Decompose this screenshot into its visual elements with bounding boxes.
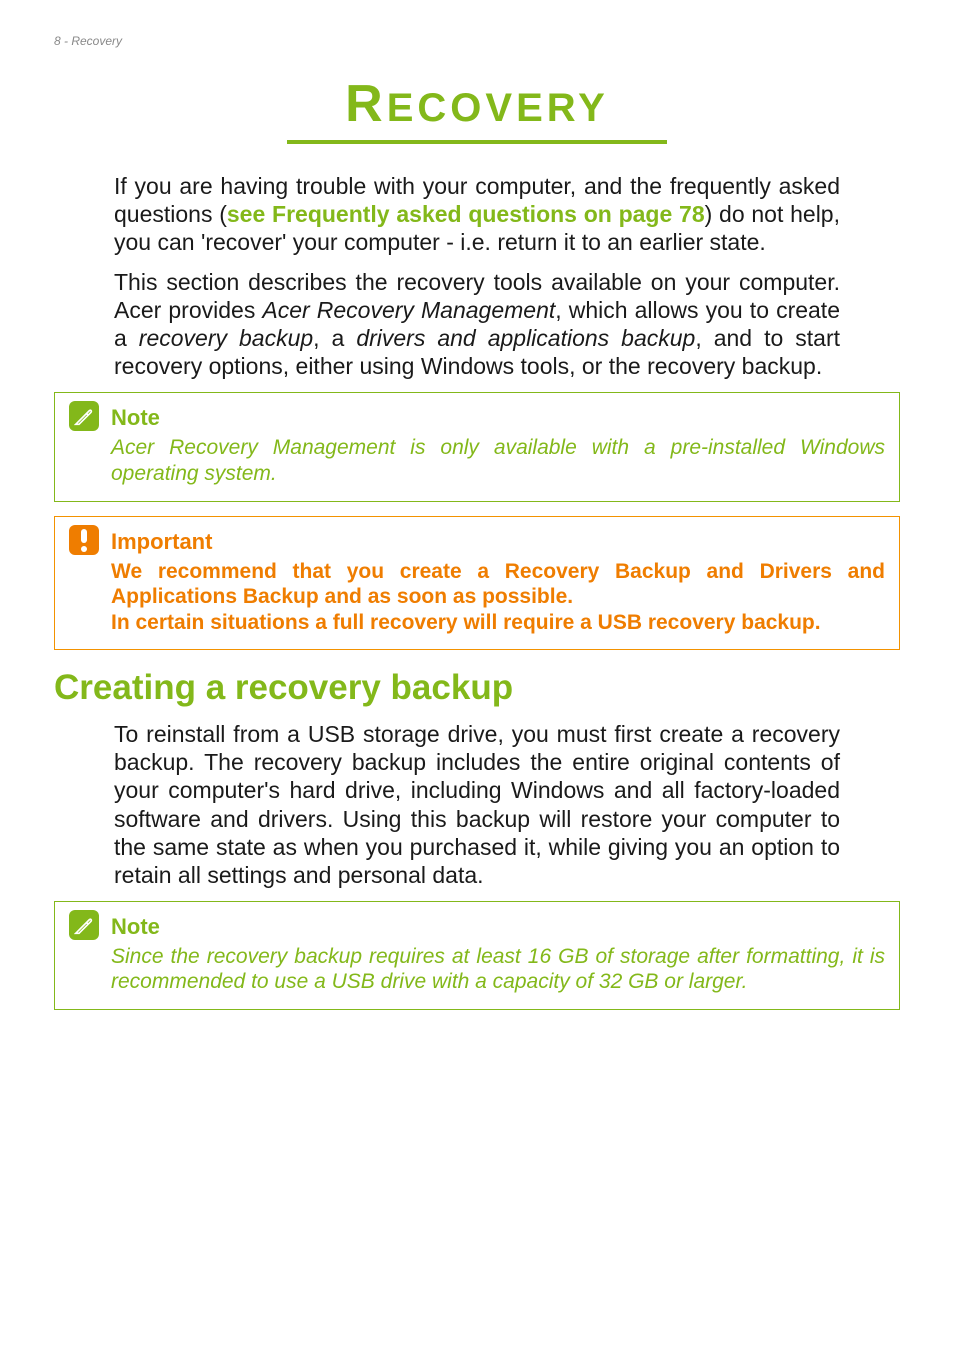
intro-paragraph-1: If you are having trouble with your comp… <box>114 172 840 256</box>
note-title: Note <box>111 405 885 431</box>
emphasis-text: recovery backup <box>139 325 313 351</box>
note-text: Since the recovery backup requires at le… <box>111 944 885 995</box>
important-text-2: In certain situations a full recovery wi… <box>111 610 885 636</box>
note-title: Note <box>111 914 885 940</box>
emphasis-text: drivers and applications backup <box>356 325 695 351</box>
note-icon <box>69 401 99 431</box>
faq-link[interactable]: see Frequently asked questions on page 7… <box>227 201 705 227</box>
page-header: 8 - Recovery <box>54 34 122 48</box>
page-title: RECOVERY <box>54 74 900 134</box>
important-text-1: We recommend that you create a Recovery … <box>111 559 885 610</box>
note-callout-2: Note Since the recovery backup requires … <box>54 901 900 1010</box>
intro-paragraph-2: This section describes the recovery tool… <box>114 268 840 380</box>
important-icon <box>69 525 99 555</box>
note-callout-1: Note Acer Recovery Management is only av… <box>54 392 900 501</box>
title-underline <box>287 140 667 144</box>
section-heading: Creating a recovery backup <box>54 668 900 708</box>
important-title: Important <box>111 529 885 555</box>
page-content: RECOVERY If you are having trouble with … <box>54 74 900 1024</box>
note-text: Acer Recovery Management is only availab… <box>111 435 885 486</box>
emphasis-text: Acer Recovery Management <box>262 297 555 323</box>
section-paragraph: To reinstall from a USB storage drive, y… <box>114 720 840 888</box>
important-callout: Important We recommend that you create a… <box>54 516 900 651</box>
note-icon <box>69 910 99 940</box>
text-segment: , a <box>313 325 356 351</box>
